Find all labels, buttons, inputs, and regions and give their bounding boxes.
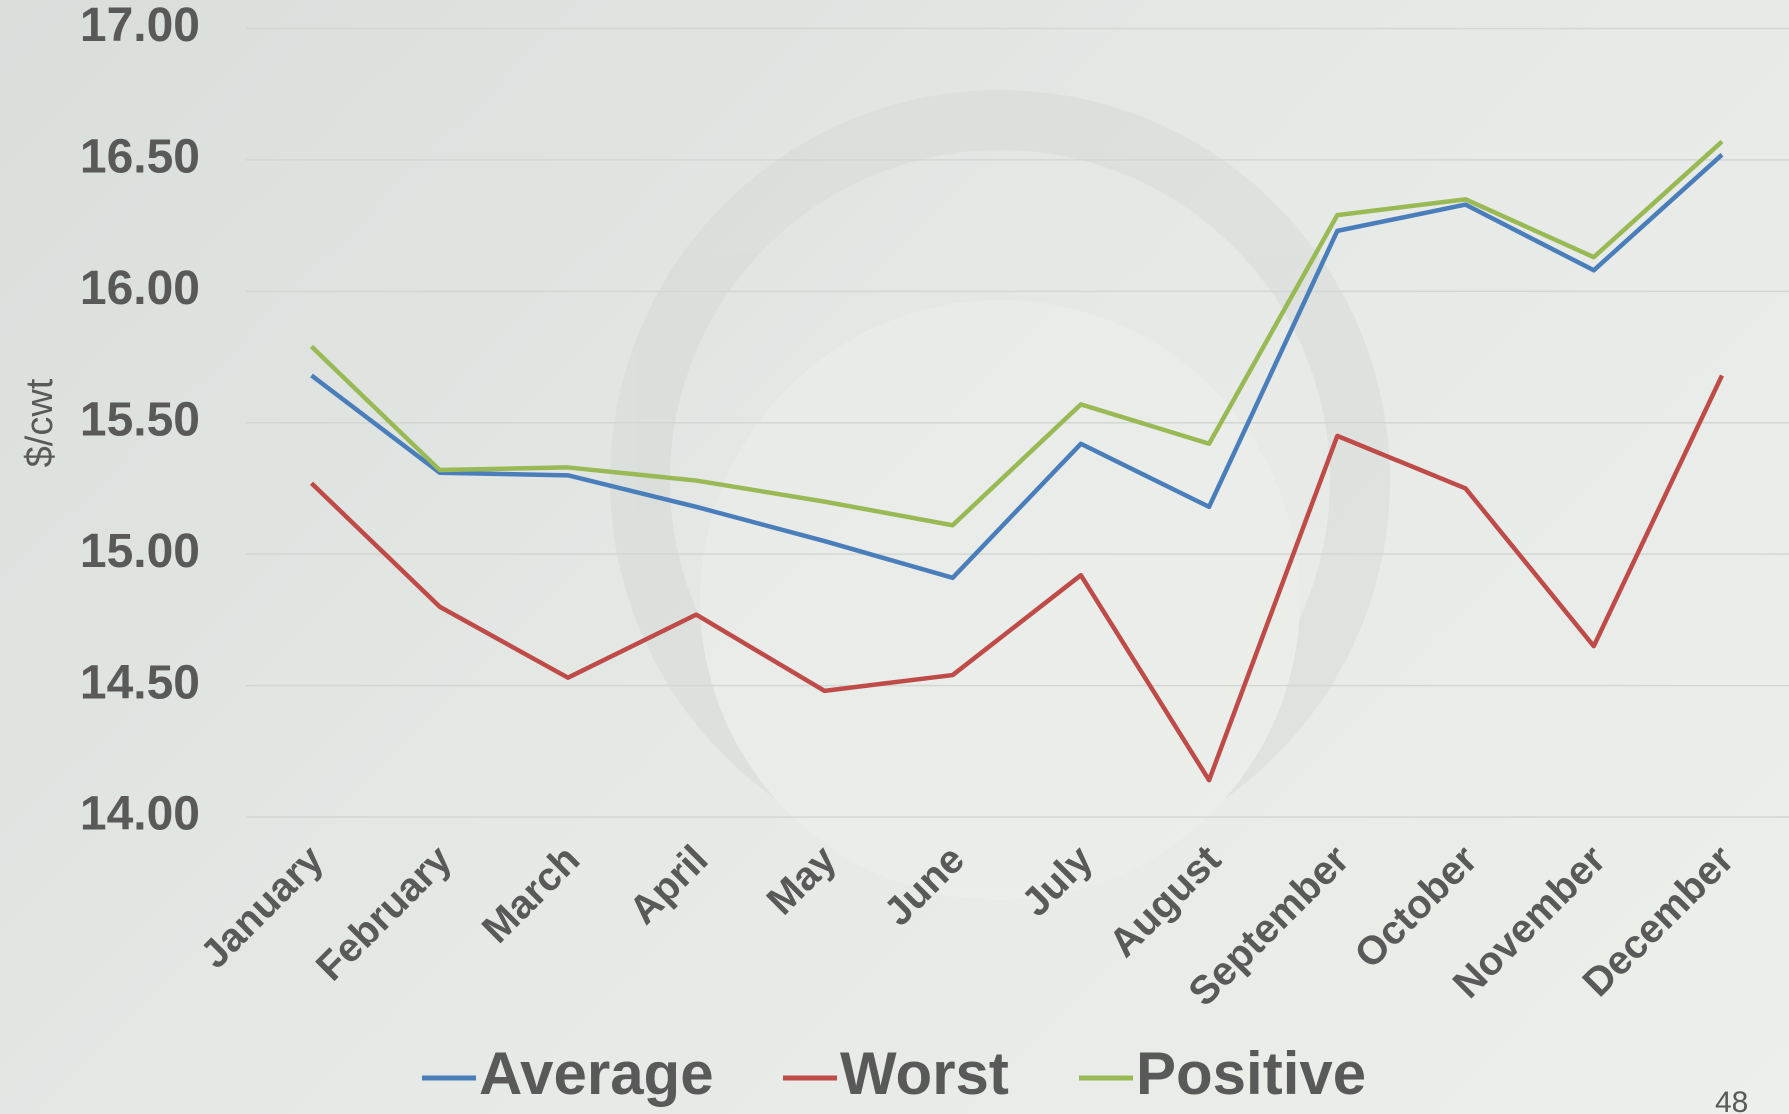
legend-label: Positive bbox=[1136, 1040, 1366, 1107]
y-tick-label: 16.00 bbox=[80, 262, 200, 315]
y-tick-label: 17.00 bbox=[80, 0, 200, 52]
legend-label: Average bbox=[479, 1040, 714, 1107]
watermark bbox=[640, 120, 1360, 900]
y-tick-label: 15.00 bbox=[80, 525, 200, 578]
y-tick-label: 14.50 bbox=[80, 656, 200, 709]
y-tick-label: 16.50 bbox=[80, 131, 200, 184]
x-tick-label: May bbox=[759, 837, 846, 924]
x-tick-label: February bbox=[308, 837, 461, 990]
x-tick-label: March bbox=[474, 837, 588, 951]
y-tick-label: 15.50 bbox=[80, 393, 200, 446]
y-axis-title: $/cwt bbox=[19, 378, 61, 467]
page: {"chart_data": { "type": "line", "y_labe… bbox=[0, 0, 1789, 1114]
watermark-fill bbox=[700, 300, 1300, 900]
chart: $/cwt 48 14.00 14.50 15.00 15.50 16.00 16.50 1… bbox=[0, 0, 1789, 1114]
y-tick-label: 14.00 bbox=[80, 788, 200, 841]
x-tick-label: April bbox=[621, 837, 717, 933]
page-number: 48 bbox=[1715, 1086, 1748, 1114]
legend-label: Worst bbox=[840, 1040, 1009, 1107]
